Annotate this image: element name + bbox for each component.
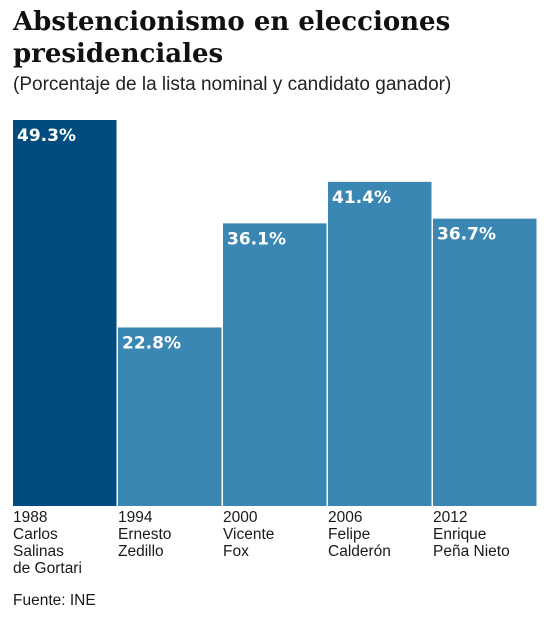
bar-chart: 49.3% 22.8% 36.1% 41.4% 36.7% 1988 Carlos Sali… (13, 120, 537, 577)
value-label-2000: 36.1% (227, 229, 286, 249)
category-label-line: 1994 (118, 509, 153, 526)
category-label-line: Ernesto (118, 526, 171, 543)
category-label-line: Carlos (13, 526, 58, 543)
category-label-line: Peña Nieto (433, 543, 510, 560)
category-label-2006: 2006 Felipe Calderón (328, 509, 391, 560)
bar-1988 (13, 120, 117, 506)
category-label-line: 2012 (433, 509, 467, 526)
value-label-2012: 36.7% (437, 225, 496, 245)
category-label-2012: 2012 Enrique Peña Nieto (433, 509, 510, 560)
bar-2000 (223, 223, 327, 507)
category-label-line: 1988 (13, 509, 47, 526)
value-label-2006: 41.4% (332, 188, 391, 208)
category-label-line: Calderón (328, 543, 391, 560)
category-label-line: Fox (223, 543, 249, 560)
category-label-2000: 2000 Vicente Fox (223, 509, 274, 560)
category-label-line: Enrique (433, 526, 486, 543)
category-labels-group: 1988 Carlos Salinas de Gortari 1994 Ernesto Ze… (13, 509, 510, 577)
category-label-1994: 1994 Ernesto Zedillo (118, 509, 171, 560)
category-label-line: Vicente (223, 526, 274, 543)
category-label-line: Felipe (328, 526, 370, 543)
category-label-line: 2006 (328, 509, 362, 526)
bars-group (13, 120, 537, 507)
chart-title: Abstencionismo en elecciones presidencia… (13, 7, 451, 69)
chart-subtitle: (Porcentaje de la lista nominal y candid… (13, 74, 452, 95)
source-note: Fuente: INE (13, 592, 96, 609)
category-label-line: Zedillo (118, 543, 164, 560)
category-label-line: 2000 (223, 509, 258, 526)
category-label-line: de Gortari (13, 560, 82, 577)
value-label-1988: 49.3% (17, 126, 76, 146)
value-label-1994: 22.8% (122, 333, 181, 353)
category-label-1988: 1988 Carlos Salinas de Gortari (13, 509, 82, 577)
bar-2012 (433, 218, 537, 506)
bar-1994 (118, 327, 222, 506)
value-labels-group: 49.3% 22.8% 36.1% 41.4% 36.7% (17, 126, 496, 353)
bar-2006 (328, 181, 432, 507)
category-label-line: Salinas (13, 543, 64, 560)
